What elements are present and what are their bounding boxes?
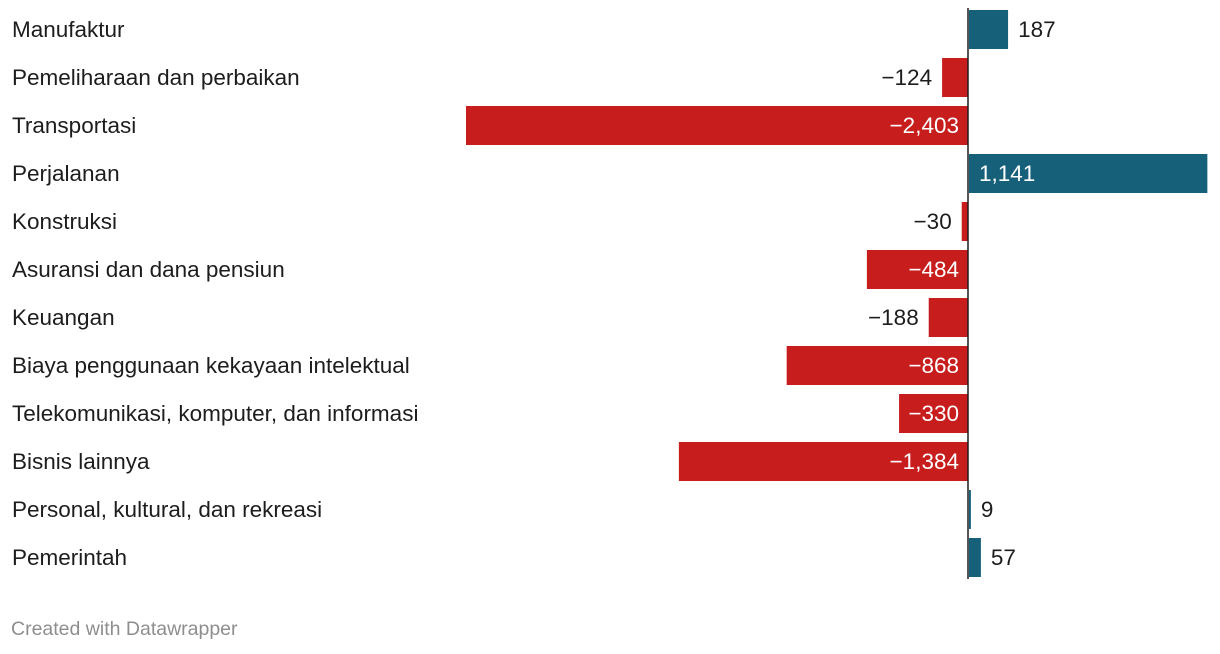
bar [969,490,971,529]
value-label: 9 [981,497,994,522]
bar [942,58,968,97]
category-label: Manufaktur [12,17,125,42]
category-label: Personal, kultural, dan rekreasi [12,497,322,522]
category-label: Perjalanan [12,161,120,186]
bar [961,202,968,241]
value-labels: 187 −124 −2,403 1,141 −30 −484 −188 −868 −330 −1,… [868,17,1056,570]
category-label: Pemeliharaan dan perbaikan [12,65,300,90]
value-label: −30 [914,209,952,234]
value-label: 57 [991,545,1016,570]
bar [866,250,968,289]
bar [969,10,1009,49]
value-label: −188 [868,305,919,330]
bar [786,346,968,385]
category-label: Pemerintah [12,545,127,570]
footer-credit: Created with Datawrapper [11,618,238,640]
category-label: Biaya penggunaan kekayaan intelektual [12,353,410,378]
value-label: −1,384 [890,449,959,474]
category-labels: Manufaktur Pemeliharaan dan perbaikan Tran… [12,17,418,570]
category-label: Bisnis lainnya [12,449,150,474]
bar [928,298,968,337]
value-label: −124 [881,65,932,90]
value-label: −484 [908,257,959,282]
value-label: 1,141 [979,161,1035,186]
category-label: Asuransi dan dana pensiun [12,257,285,282]
category-label: Telekomunikasi, komputer, dan informasi [12,401,418,426]
bars [466,10,1208,577]
category-label: Konstruksi [12,209,117,234]
bar [466,106,968,145]
value-label: −330 [908,401,959,426]
category-label: Transportasi [12,113,136,138]
category-label: Keuangan [12,305,115,330]
bar [969,154,1208,193]
value-label: −2,403 [890,113,959,138]
value-label: −868 [908,353,959,378]
bar [678,442,968,481]
value-label: 187 [1018,17,1056,42]
bar-chart: Manufaktur Pemeliharaan dan perbaikan Tran… [12,8,1208,579]
bar [969,538,981,577]
bar [899,394,968,433]
